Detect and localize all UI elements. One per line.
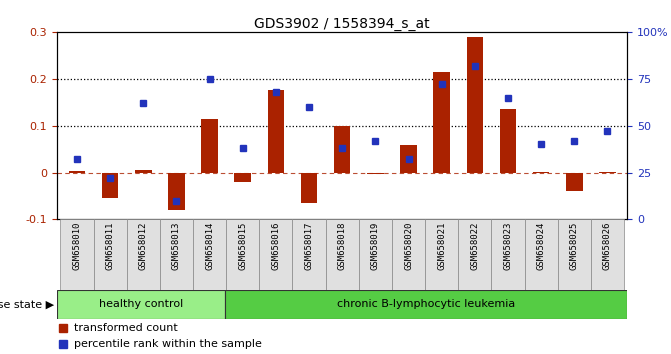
- Text: GSM658015: GSM658015: [238, 222, 247, 270]
- Bar: [392, 219, 425, 290]
- Bar: [466, 36, 483, 172]
- Text: GSM658022: GSM658022: [470, 222, 479, 270]
- Text: GSM658023: GSM658023: [503, 222, 513, 270]
- Text: chronic B-lymphocytic leukemia: chronic B-lymphocytic leukemia: [337, 299, 515, 309]
- Bar: [68, 171, 85, 172]
- Bar: [127, 219, 160, 290]
- Bar: [226, 219, 259, 290]
- Text: healthy control: healthy control: [99, 299, 183, 309]
- Bar: [325, 219, 359, 290]
- Bar: [400, 145, 417, 172]
- Text: percentile rank within the sample: percentile rank within the sample: [74, 339, 262, 349]
- Text: GSM658019: GSM658019: [371, 222, 380, 270]
- Bar: [301, 172, 317, 203]
- Text: disease state ▶: disease state ▶: [0, 299, 54, 309]
- Bar: [201, 119, 218, 172]
- Text: GSM658013: GSM658013: [172, 222, 181, 270]
- Bar: [293, 219, 325, 290]
- Bar: [193, 219, 226, 290]
- Text: GSM658021: GSM658021: [437, 222, 446, 270]
- Text: GSM658026: GSM658026: [603, 222, 612, 270]
- Text: transformed count: transformed count: [74, 322, 178, 332]
- Bar: [359, 219, 392, 290]
- Bar: [525, 219, 558, 290]
- Text: GSM658018: GSM658018: [338, 222, 347, 270]
- Text: GSM658012: GSM658012: [139, 222, 148, 270]
- Bar: [57, 290, 225, 319]
- Bar: [558, 219, 591, 290]
- Bar: [225, 290, 627, 319]
- Text: GSM658010: GSM658010: [72, 222, 81, 270]
- Bar: [268, 91, 285, 172]
- Bar: [168, 172, 185, 210]
- Bar: [60, 219, 93, 290]
- Text: GSM658017: GSM658017: [305, 222, 313, 270]
- Bar: [93, 219, 127, 290]
- Bar: [491, 219, 525, 290]
- Bar: [425, 219, 458, 290]
- Bar: [566, 172, 582, 191]
- Text: GSM658016: GSM658016: [271, 222, 280, 270]
- Bar: [160, 219, 193, 290]
- Bar: [135, 170, 152, 172]
- Title: GDS3902 / 1558394_s_at: GDS3902 / 1558394_s_at: [254, 17, 430, 31]
- Text: GSM658011: GSM658011: [105, 222, 115, 270]
- Text: GSM658014: GSM658014: [205, 222, 214, 270]
- Bar: [234, 172, 251, 182]
- Bar: [367, 172, 384, 174]
- Text: GSM658025: GSM658025: [570, 222, 579, 270]
- Bar: [458, 219, 491, 290]
- Bar: [591, 219, 624, 290]
- Bar: [500, 109, 516, 172]
- Bar: [433, 72, 450, 172]
- Bar: [102, 172, 118, 198]
- Text: GSM658024: GSM658024: [537, 222, 546, 270]
- Bar: [334, 126, 350, 172]
- Bar: [259, 219, 293, 290]
- Text: GSM658020: GSM658020: [404, 222, 413, 270]
